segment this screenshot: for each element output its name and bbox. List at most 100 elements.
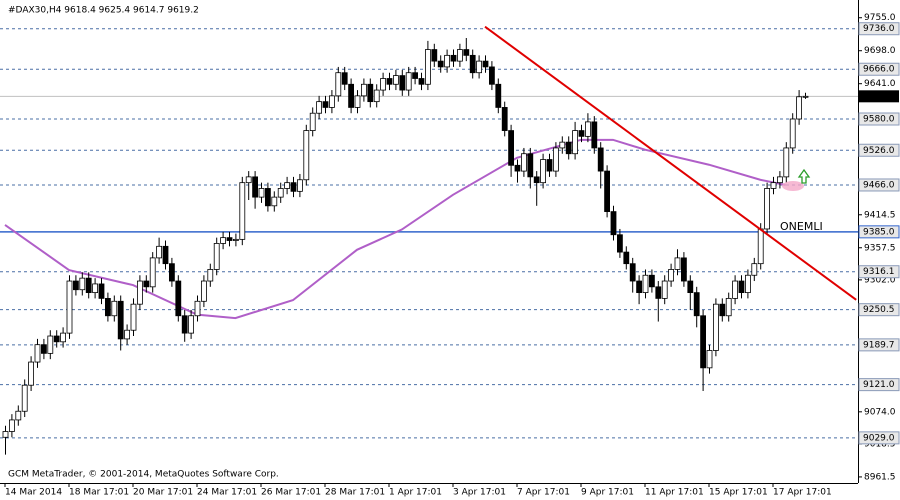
- x-tick-label: 7 Apr 17:01: [517, 488, 570, 498]
- y-tick-label: 9302.0: [864, 275, 896, 285]
- level-label: 9316.1: [863, 267, 895, 277]
- level-box: [858, 225, 900, 239]
- candle-body: [636, 280, 642, 294]
- y-tick-label: 8961.5: [864, 472, 896, 482]
- candle-body: [188, 315, 195, 334]
- candle-body: [15, 410, 22, 421]
- y-tick-label: 9074.0: [864, 407, 896, 417]
- candle-body: [181, 315, 188, 334]
- level-box: [858, 431, 900, 445]
- candle-body: [232, 238, 239, 241]
- candle-body: [757, 228, 764, 265]
- level-label: 9029.0: [863, 433, 895, 443]
- candle-body: [53, 335, 60, 343]
- candle-body: [789, 118, 796, 149]
- x-tick-label: 28 Mar 17:01: [325, 488, 385, 498]
- candle-body: [213, 243, 220, 270]
- candle-body: [777, 176, 783, 184]
- candle-body: [514, 164, 521, 172]
- candle-body: [617, 234, 623, 253]
- x-tick-label: 26 Mar 17:01: [261, 488, 321, 498]
- candle-body: [770, 182, 777, 189]
- candle-body: [476, 60, 483, 74]
- candle-body: [399, 75, 406, 91]
- candle-body: [597, 147, 604, 172]
- candle-body: [456, 49, 463, 62]
- candle-body: [105, 297, 111, 317]
- level-box: [858, 112, 900, 126]
- level-label: 9736.0: [863, 24, 895, 34]
- candle-body: [271, 196, 278, 207]
- candle-body: [508, 130, 515, 166]
- candle-body: [335, 72, 342, 97]
- x-tick-label: 24 Mar 17:01: [197, 488, 257, 498]
- candle-body: [681, 257, 687, 282]
- x-tick-label: 14 Mar 2014: [5, 488, 62, 498]
- candle-body: [373, 89, 380, 103]
- candle-body: [437, 60, 444, 68]
- candle-body: [380, 78, 387, 91]
- trend-line: [484, 25, 857, 301]
- y-tick-label: 9755.0: [864, 13, 896, 23]
- level-label: 9466.0: [863, 180, 895, 190]
- moving-average: [4, 138, 786, 320]
- candle-body: [156, 245, 163, 259]
- candle-body: [175, 280, 182, 317]
- candle-body: [412, 72, 419, 79]
- candle-body: [405, 72, 412, 91]
- level-box: [858, 338, 900, 352]
- candle-body: [764, 188, 770, 230]
- candle-body: [687, 280, 694, 294]
- level-box: [858, 303, 900, 317]
- candle-body: [290, 182, 297, 192]
- candle-body: [47, 335, 54, 354]
- level-label: 9385.0: [863, 227, 895, 237]
- level-label: 9189.7: [863, 340, 895, 350]
- candle-body: [296, 179, 303, 192]
- x-tick-label: 3 Apr 17:01: [453, 488, 506, 498]
- candle-body: [418, 78, 425, 85]
- candle-body: [527, 153, 534, 178]
- candle-body: [719, 303, 726, 317]
- highlight: [782, 181, 804, 191]
- candle-body: [783, 147, 790, 178]
- candle-body: [309, 112, 316, 131]
- candle-body: [73, 280, 79, 291]
- candle-body: [92, 283, 98, 294]
- level-box: [858, 265, 900, 279]
- candle-body: [322, 101, 329, 108]
- candle-body: [136, 280, 143, 305]
- candle-body: [264, 188, 271, 207]
- candle-body: [162, 245, 169, 265]
- candle-body: [444, 54, 451, 68]
- candle-body: [661, 280, 668, 299]
- candle-body: [386, 78, 393, 85]
- candle-body: [725, 297, 732, 317]
- candle-body: [540, 159, 546, 184]
- y-tick-label: 9641.0: [864, 79, 896, 89]
- candle-body: [149, 257, 156, 288]
- candle-body: [546, 159, 553, 172]
- candle-body: [706, 350, 713, 369]
- level-label: 9580.0: [863, 115, 895, 125]
- candle-body: [392, 75, 399, 85]
- level-label: 9526.0: [863, 146, 895, 156]
- x-tick-label: 9 Apr 17:01: [581, 488, 634, 498]
- candle-body: [239, 182, 246, 240]
- level-box: [858, 62, 900, 76]
- candle-body: [482, 60, 489, 68]
- candle-body: [328, 95, 335, 108]
- candle-body: [194, 300, 201, 317]
- candle-body: [565, 141, 572, 155]
- level-box: [858, 22, 900, 36]
- plot: [0, 25, 858, 455]
- candle-body: [117, 300, 124, 340]
- candle-body: [252, 176, 259, 198]
- candle-body: [578, 130, 585, 137]
- candle-body: [501, 107, 508, 131]
- candle-body: [85, 277, 92, 294]
- y-tick-label: 9414.5: [864, 210, 896, 220]
- level-label: 9250.5: [863, 305, 895, 315]
